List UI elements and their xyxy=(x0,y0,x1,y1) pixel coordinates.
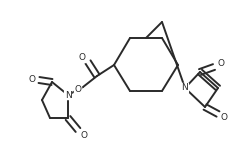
Text: O: O xyxy=(74,84,82,93)
Text: N: N xyxy=(182,83,188,93)
Text: O: O xyxy=(220,114,228,122)
Text: O: O xyxy=(28,76,35,84)
Text: O: O xyxy=(80,131,87,139)
Text: O: O xyxy=(78,53,86,62)
Text: N: N xyxy=(64,90,71,100)
Text: O: O xyxy=(218,59,224,69)
